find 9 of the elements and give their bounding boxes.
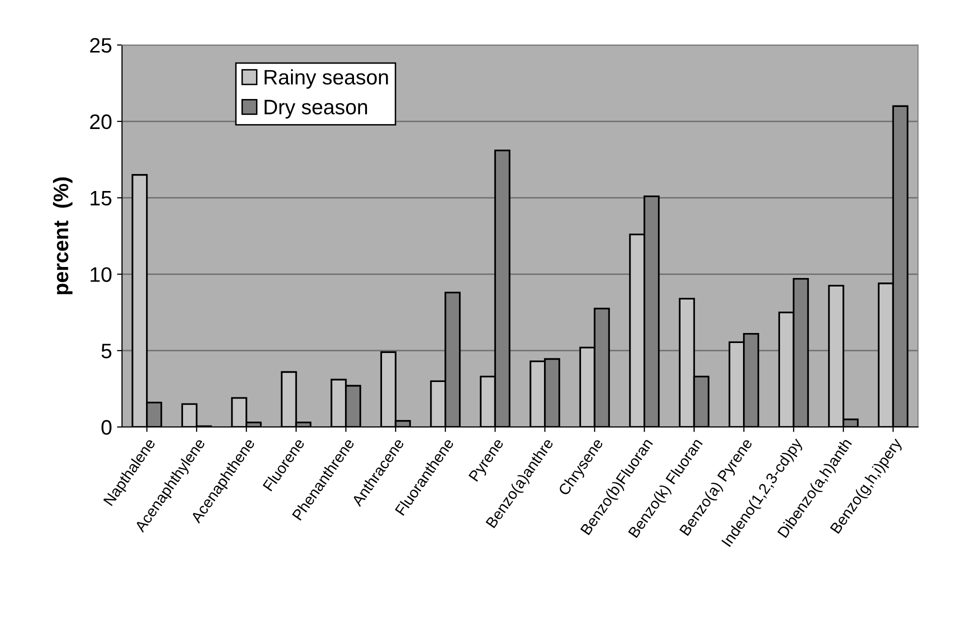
y-axis-title: percent (%) (53, 177, 72, 294)
y-tick-label: 25 (90, 38, 112, 53)
y-tick-label: 10 (90, 267, 112, 282)
legend-label: Rainy season (264, 69, 388, 89)
legend-label: Dry season (264, 100, 367, 119)
y-tick-label: 5 (102, 344, 112, 358)
y-tick-label: 20 (90, 114, 112, 130)
y-tick-label: 0 (102, 420, 112, 435)
y-tick-label: 15 (90, 191, 112, 206)
